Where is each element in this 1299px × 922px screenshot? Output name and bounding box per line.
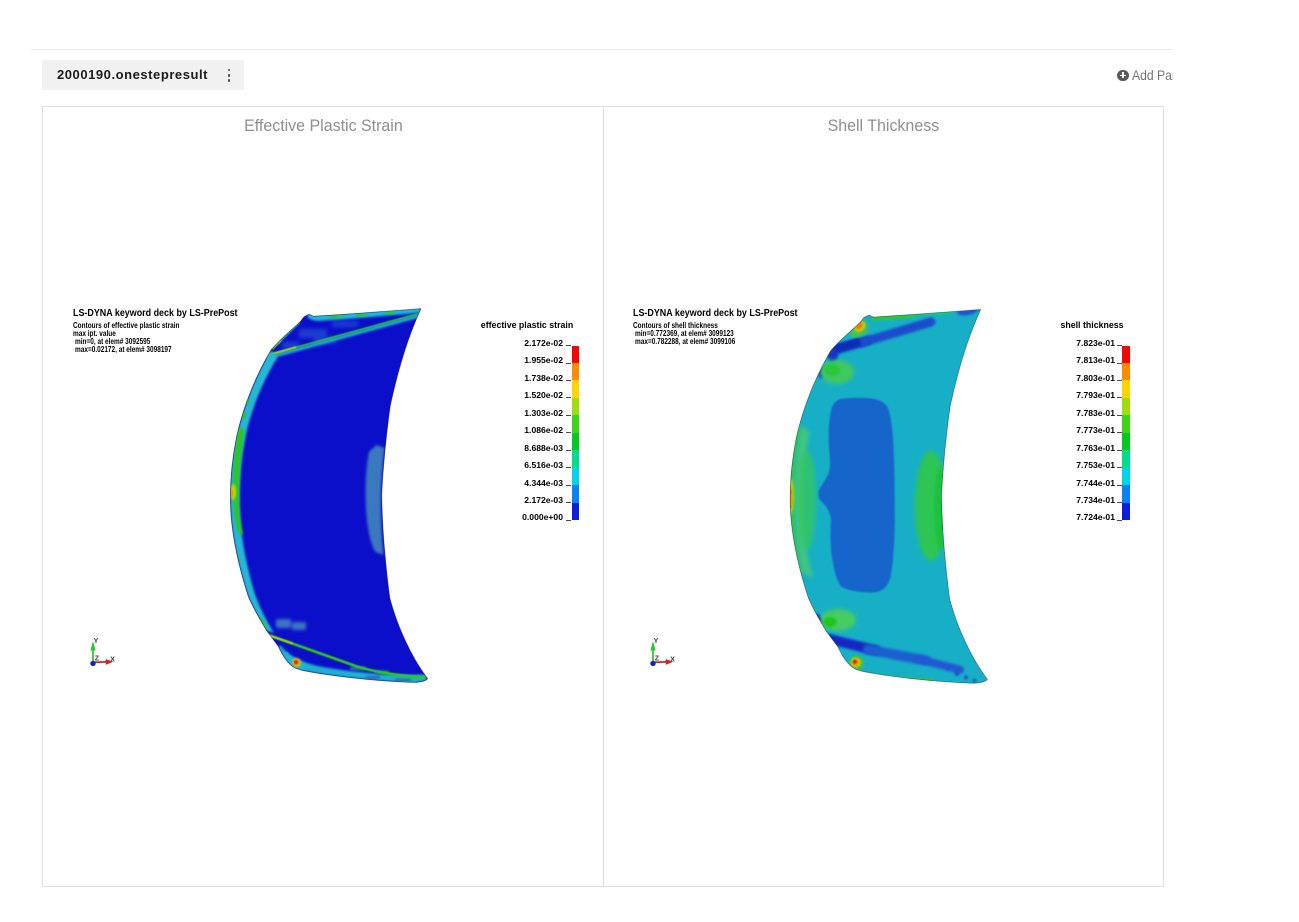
svg-text:X: X (110, 657, 115, 664)
svg-text:Y: Y (94, 638, 99, 645)
svg-text:Z: Z (95, 656, 100, 663)
